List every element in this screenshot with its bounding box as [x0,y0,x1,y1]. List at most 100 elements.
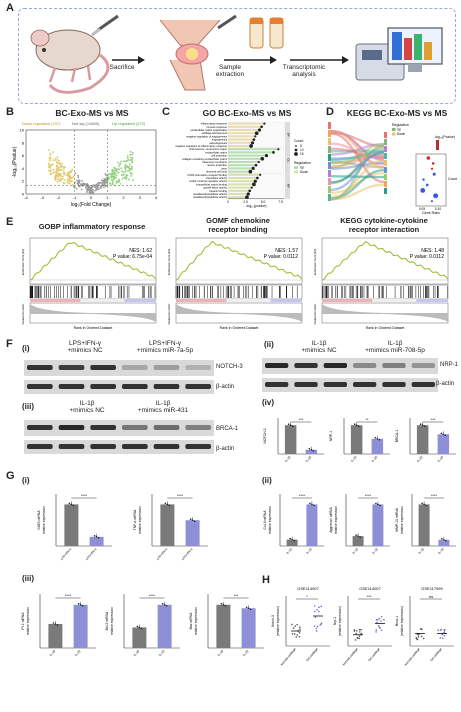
volcano-point [48,158,51,161]
volcano-point [54,173,57,176]
bar [157,604,172,648]
f-ii-blot [262,358,438,392]
volcano-point [125,173,128,176]
h-point [355,629,358,632]
volcano-point [71,168,74,171]
gsea-y-label: Enrichment Score (ES) [167,249,171,276]
data-point [419,423,422,425]
go-bar [228,122,265,125]
blot-band-target [323,363,347,368]
h-point [296,634,299,636]
go-bar [228,196,247,199]
gsea-nes: NES: 1.48 [421,248,444,254]
volcano-point [126,174,129,177]
volcano-point [49,166,52,169]
h-sig-marker: * [306,594,308,599]
go-dot [257,128,262,132]
y-axis-label: -log₁₀(Pvalue) [12,146,18,177]
go-bar [228,161,259,163]
go-dot [254,135,257,138]
go-bar [228,145,252,147]
volcano-point [120,167,123,170]
y-tick-label: 6 [22,153,25,158]
g-i-bar-1: LPS+IFN-γ LPS+IFN-γ **** iNOS mRNA relative … [37,493,112,561]
blot-band-actin [58,384,85,389]
gsea-x-label: Rank in Ordered Dataset [74,326,113,330]
blot-strip-target [262,358,438,374]
g-i-bar-2: LPS+IFN-γ LPS+IFN-γ **** TNF-α mRNA relative… [133,493,208,561]
go-group-strip [285,173,290,199]
volcano-point [130,168,133,171]
volcano-point [50,163,53,166]
h-point [316,625,319,628]
bar-category-label: IL-1β [351,547,359,555]
volcano-point [131,151,134,154]
x-axis-label: log₂(Fold Change) [71,202,112,208]
go-dot [250,141,255,145]
volcano-point [132,179,135,182]
go-term-label: cartilage development [202,131,228,135]
y-tick-label: 10 [20,128,25,133]
h-point [358,635,361,637]
bar [286,539,298,546]
bar-y-label: TNF-α mRNA [133,509,137,530]
step-sacrifice: Sacrifice [109,64,135,71]
volcano-point [128,165,130,168]
kegg-flow [330,159,385,199]
h-point [318,610,320,613]
volcano-point [115,174,118,177]
volcano-point [125,159,128,162]
go-legend-count-value: 5 [300,144,302,148]
volcano-point [89,192,91,194]
data-point [163,604,166,606]
data-point [425,504,427,507]
bar [371,438,384,454]
h-point [353,630,356,632]
volcano-point [53,171,56,173]
volcano-point [60,164,63,167]
gsea-gradient-pos [30,299,81,302]
volcano-point [117,161,119,164]
h-point [319,624,322,626]
blot-band-target [185,365,211,370]
volcano-point [63,179,66,182]
volcano-point [56,158,59,161]
gsea-es-curve [175,240,303,281]
volcano-point [95,188,98,191]
data-point [444,434,447,437]
kegg-gene-block [328,162,331,169]
bar-y-label: relative expression [400,506,404,534]
volcano-point [125,178,128,180]
go-dot [272,151,275,154]
data-point [222,604,225,606]
go-bar [228,186,252,189]
sig-marker: **** [431,493,438,498]
h-point [314,616,317,619]
sig-marker: **** [81,493,88,498]
bar [216,604,231,648]
volcano-point [115,182,118,184]
data-point [308,447,311,450]
volcano-point [115,180,118,182]
gsea-es-frame [175,237,303,285]
volcano-point [81,183,84,185]
volcano-point [58,159,60,162]
h-point [443,630,446,632]
g-iii-label: (iii) [22,574,34,583]
kegg-pathway-block [384,188,387,194]
go-bar [228,148,279,151]
panel-c-label: C [162,106,170,118]
blot-band-actin [382,382,406,387]
h-point [358,637,361,640]
go-term-label: chromosome, centromeric region [189,147,227,151]
kegg-pathway-block [384,181,387,187]
volcano-point [85,183,88,186]
go-term-label: basement membrane [202,160,227,164]
blot-band-target [58,365,85,370]
go-dot [253,179,257,183]
volcano-point [112,175,115,178]
bar [185,520,200,546]
kegg-pathway-block [384,132,387,138]
h-point [358,628,361,631]
volcano-point [55,167,58,169]
